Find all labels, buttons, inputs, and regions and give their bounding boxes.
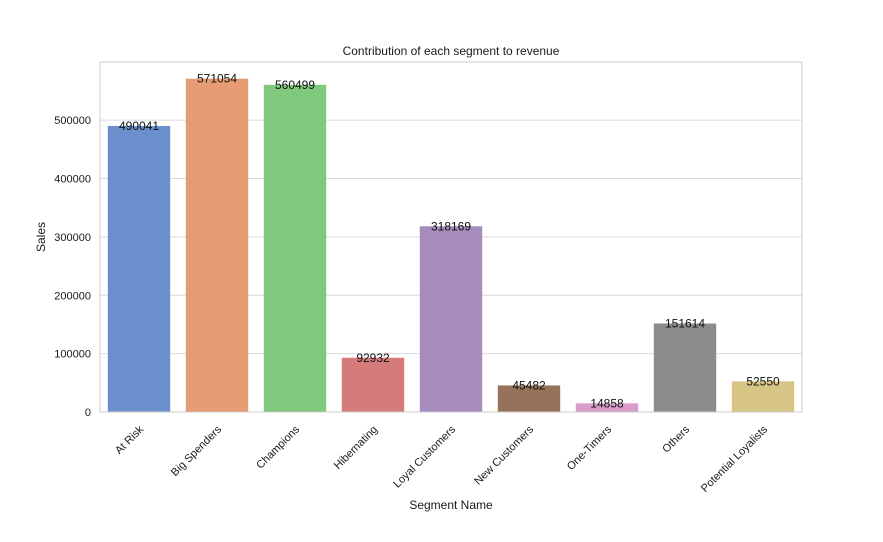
y-tick-label: 0 xyxy=(85,407,91,419)
x-tick-label: Big Spenders xyxy=(169,423,225,479)
data-label: 45482 xyxy=(512,378,546,392)
bar xyxy=(731,381,795,412)
data-label: 14858 xyxy=(590,396,624,410)
y-tick-label: 500000 xyxy=(54,115,91,127)
data-labels: 490041 571054 560499 92932 318169 45482 14858 1… xyxy=(119,72,780,411)
x-tick-label: Loyal Customers xyxy=(391,423,458,490)
y-axis-ticks: 0 100000 200000 300000 400000 500000 xyxy=(54,115,91,419)
x-tick-label: Hibernating xyxy=(332,424,380,472)
x-tick-label: At Risk xyxy=(113,423,146,456)
bar xyxy=(185,78,249,412)
y-tick-label: 300000 xyxy=(54,232,91,244)
bar xyxy=(419,226,483,412)
data-label: 571054 xyxy=(197,72,237,86)
x-axis-ticks: At Risk Big Spenders Champions Hibernating L… xyxy=(113,423,770,495)
x-tick-label: Champions xyxy=(254,423,302,471)
y-tick-label: 200000 xyxy=(54,290,91,302)
bar xyxy=(263,84,327,413)
y-tick-label: 100000 xyxy=(54,349,91,361)
bars xyxy=(107,78,795,413)
x-tick-label: Potential Loyalists xyxy=(699,423,771,495)
x-tick-label: Others xyxy=(660,423,692,455)
data-label: 92932 xyxy=(356,351,390,365)
y-tick-label: 400000 xyxy=(54,174,91,186)
data-label: 52550 xyxy=(746,374,780,388)
bar xyxy=(497,385,561,412)
plot-frame xyxy=(99,61,803,413)
x-tick-label: One-Timers xyxy=(565,423,615,473)
bar xyxy=(341,357,405,412)
x-axis-label: Segment Name xyxy=(409,498,493,512)
bar xyxy=(575,403,639,412)
bar xyxy=(653,323,717,412)
chart-title: Contribution of each segment to revenue xyxy=(343,44,560,58)
y-axis-label: Sales xyxy=(34,222,48,252)
data-label: 560499 xyxy=(275,78,315,92)
data-label: 318169 xyxy=(431,219,471,233)
data-label: 490041 xyxy=(119,119,159,133)
x-tick-label: New Customers xyxy=(472,423,536,487)
bar xyxy=(107,125,171,413)
data-label: 151614 xyxy=(665,317,705,331)
